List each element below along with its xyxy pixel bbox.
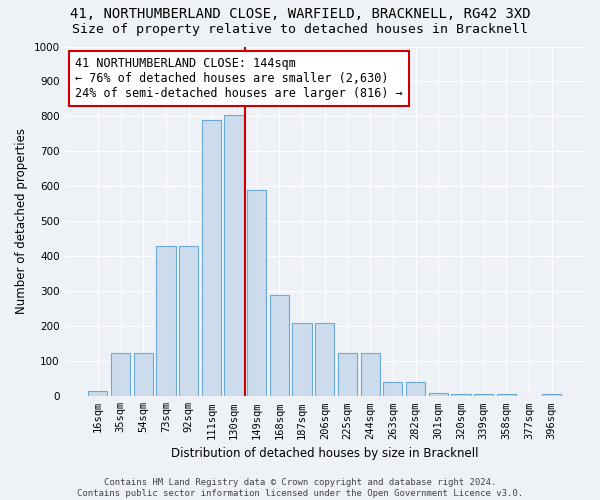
Bar — [497, 394, 516, 396]
Bar — [451, 394, 470, 396]
Bar — [134, 352, 153, 397]
Bar — [383, 382, 403, 396]
Bar — [542, 394, 562, 396]
Bar — [428, 393, 448, 396]
Bar — [292, 323, 312, 396]
Bar — [156, 246, 176, 396]
Bar — [474, 394, 493, 396]
Text: 41 NORTHUMBERLAND CLOSE: 144sqm
← 76% of detached houses are smaller (2,630)
24%: 41 NORTHUMBERLAND CLOSE: 144sqm ← 76% of… — [75, 57, 403, 100]
Bar — [224, 114, 244, 396]
Text: Size of property relative to detached houses in Bracknell: Size of property relative to detached ho… — [72, 22, 528, 36]
Bar — [270, 295, 289, 396]
Bar — [315, 323, 334, 396]
Bar — [406, 382, 425, 396]
Text: 41, NORTHUMBERLAND CLOSE, WARFIELD, BRACKNELL, RG42 3XD: 41, NORTHUMBERLAND CLOSE, WARFIELD, BRAC… — [70, 8, 530, 22]
Bar — [338, 352, 357, 397]
Bar — [88, 391, 107, 396]
Bar — [202, 120, 221, 396]
Text: Contains HM Land Registry data © Crown copyright and database right 2024.
Contai: Contains HM Land Registry data © Crown c… — [77, 478, 523, 498]
Y-axis label: Number of detached properties: Number of detached properties — [15, 128, 28, 314]
X-axis label: Distribution of detached houses by size in Bracknell: Distribution of detached houses by size … — [171, 447, 479, 460]
Bar — [179, 246, 198, 396]
Bar — [247, 190, 266, 396]
Bar — [361, 352, 380, 397]
Bar — [111, 352, 130, 397]
